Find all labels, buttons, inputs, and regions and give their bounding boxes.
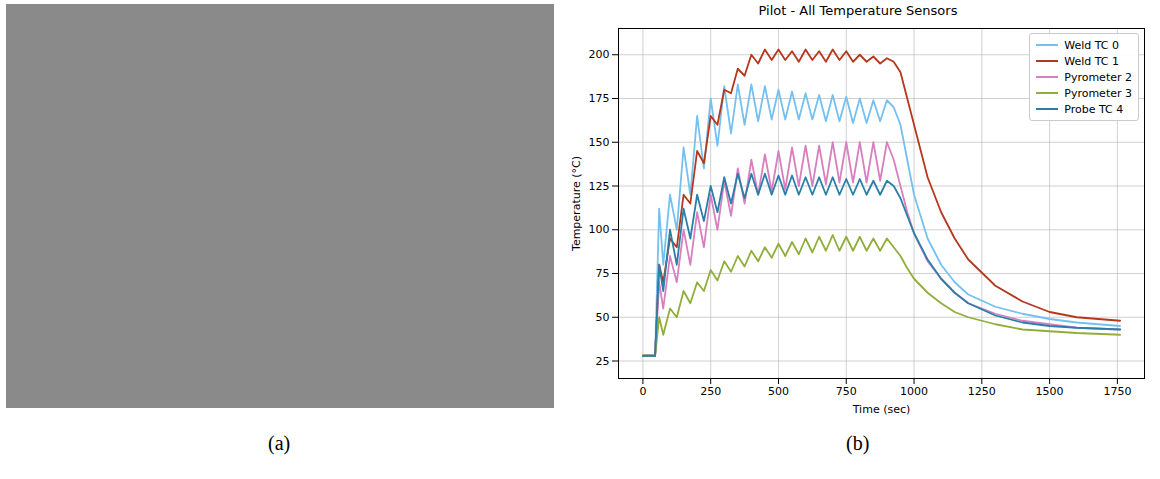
svg-text:125: 125 bbox=[589, 180, 610, 193]
svg-text:750: 750 bbox=[836, 385, 857, 398]
svg-text:1750: 1750 bbox=[1103, 385, 1131, 398]
svg-text:Temperature (°C): Temperature (°C) bbox=[570, 156, 583, 252]
html-text:Weld TC 1: Weld TC 1 bbox=[1064, 54, 1119, 68]
svg-text:50: 50 bbox=[596, 311, 610, 324]
svg-text:25: 25 bbox=[596, 355, 610, 368]
svg-text:Time (sec): Time (sec) bbox=[852, 403, 911, 416]
svg-text:200: 200 bbox=[589, 48, 610, 61]
html-text:Probe TC 4: Probe TC 4 bbox=[1064, 102, 1124, 116]
html-text:(a): (a) bbox=[268, 432, 291, 454]
svg-text:500: 500 bbox=[768, 385, 789, 398]
svg-text:1500: 1500 bbox=[1036, 385, 1064, 398]
html-text:(b): (b) bbox=[846, 432, 870, 454]
svg-text:100: 100 bbox=[589, 223, 610, 236]
html-text:Pyrometer 2: Pyrometer 2 bbox=[1064, 70, 1132, 84]
svg-text:150: 150 bbox=[589, 136, 610, 149]
html-text:Pilot - All Temperature Sensor: Pilot - All Temperature Sensors bbox=[758, 3, 958, 18]
svg-text:1250: 1250 bbox=[968, 385, 996, 398]
svg-text:250: 250 bbox=[700, 385, 721, 398]
svg-text:0: 0 bbox=[639, 385, 646, 398]
svg-text:175: 175 bbox=[589, 92, 610, 105]
html-text:Pyrometer 3: Pyrometer 3 bbox=[1064, 86, 1132, 100]
html-text:Weld TC 0: Weld TC 0 bbox=[1064, 38, 1119, 52]
svg-text:75: 75 bbox=[596, 267, 610, 280]
svg-text:1000: 1000 bbox=[900, 385, 928, 398]
